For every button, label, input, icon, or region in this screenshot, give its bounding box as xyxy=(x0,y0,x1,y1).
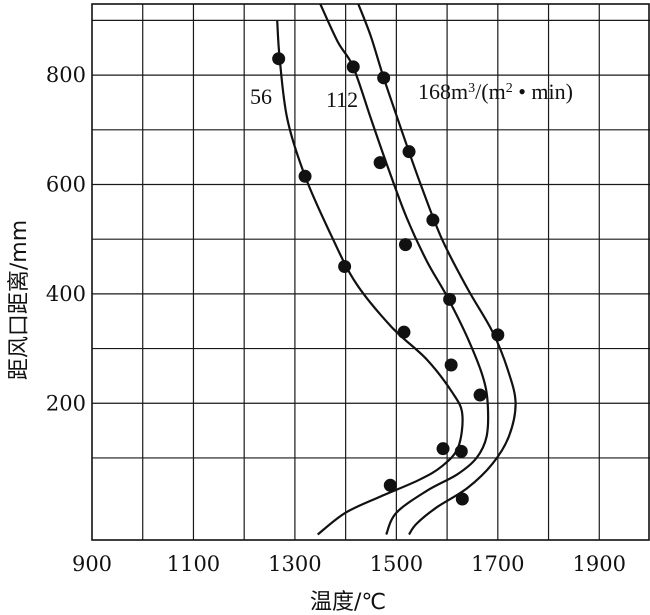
y-tick-label: 800 xyxy=(46,63,86,87)
y-axis-title: 距风口距离/mm xyxy=(7,220,32,380)
series-label-112: 112 xyxy=(326,87,358,112)
series-curve-112 xyxy=(319,3,490,535)
x-tick-label: 1300 xyxy=(268,552,321,576)
grid xyxy=(92,4,650,540)
y-tick-label: 400 xyxy=(46,282,86,306)
series-label-168: 168m3/(m2 • min) xyxy=(418,79,573,104)
x-tick-labels: 900 1100 1300 1500 1700 1900 xyxy=(72,552,626,576)
x-axis-title: 温度/℃ xyxy=(310,590,386,615)
data-point-56 xyxy=(298,169,312,183)
data-point-56 xyxy=(436,442,450,456)
data-point-56 xyxy=(383,478,397,492)
data-point-56 xyxy=(397,325,411,339)
data-point-56 xyxy=(272,52,286,66)
data-point-112 xyxy=(473,388,487,402)
x-tick-label: 900 xyxy=(72,552,112,576)
x-tick-label: 1900 xyxy=(573,552,626,576)
data-point-112 xyxy=(346,60,360,74)
data-point-112 xyxy=(398,238,412,252)
data-point-168 xyxy=(491,328,505,342)
y-tick-label: 600 xyxy=(46,172,86,196)
data-point-168 xyxy=(377,71,391,85)
x-tick-label: 1700 xyxy=(471,552,524,576)
plot-frame xyxy=(91,3,650,541)
x-tick-label: 1500 xyxy=(370,552,423,576)
data-point-168 xyxy=(455,492,469,506)
data-point-112 xyxy=(443,292,457,306)
y-tick-labels: 200 400 600 800 xyxy=(46,63,86,415)
series-curve-168 xyxy=(357,3,517,536)
data-point-168 xyxy=(402,145,416,159)
data-point-112 xyxy=(373,156,387,170)
series-curve-56 xyxy=(276,20,464,536)
series-curves xyxy=(276,3,517,536)
data-point-168 xyxy=(426,213,440,227)
data-point-112 xyxy=(454,444,468,458)
data-points xyxy=(272,52,505,506)
series-label-56: 56 xyxy=(250,84,272,109)
data-point-56 xyxy=(338,260,352,274)
data-point-56 xyxy=(444,358,458,372)
x-tick-label: 1100 xyxy=(167,552,220,576)
y-tick-label: 200 xyxy=(46,391,86,415)
